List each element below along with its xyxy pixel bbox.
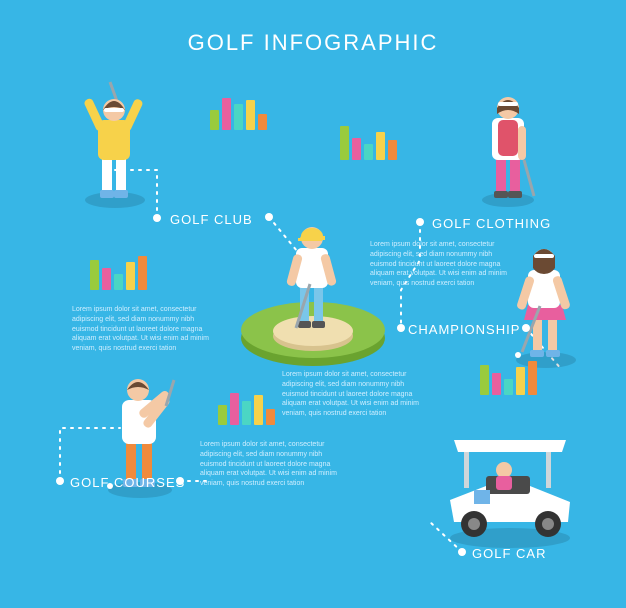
label-championship: CHAMPIONSHIP	[408, 322, 520, 337]
golfer-golf-club	[70, 70, 160, 210]
lorem-text: Lorem ipsum dolor sit amet, consectetur …	[72, 305, 222, 354]
label-golf-club: GOLF CLUB	[170, 212, 253, 227]
label-golf-courses: GOLF COURSES	[70, 475, 185, 490]
connector-node	[397, 324, 405, 332]
connector-node	[176, 477, 184, 485]
connector-node	[522, 324, 530, 332]
connector-node	[153, 214, 161, 222]
lorem-text: Lorem ipsum dolor sit amet, consectetur …	[200, 440, 350, 489]
golf-cart	[430, 430, 590, 550]
connector-node	[265, 213, 273, 221]
bar-chart	[210, 98, 267, 130]
connector-node	[56, 477, 64, 485]
connector-node	[416, 218, 424, 226]
label-golf-clothing: GOLF CLOTHING	[432, 216, 551, 231]
bar-chart	[340, 126, 397, 160]
infographic-canvas: GOLF INFOGRAPHIC	[0, 0, 626, 608]
lorem-text: Lorem ipsum dolor sit amet, consectetur …	[282, 370, 432, 419]
bar-chart	[480, 361, 537, 395]
page-title: GOLF INFOGRAPHIC	[188, 30, 439, 56]
bar-chart	[218, 393, 275, 425]
connector-node	[458, 548, 466, 556]
label-golf-car: GOLF CAR	[472, 546, 546, 561]
bar-chart	[90, 256, 147, 290]
golfer-center-green	[238, 200, 388, 370]
golfer-golf-clothing	[468, 70, 548, 210]
lorem-text: Lorem ipsum dolor sit amet, consectetur …	[370, 240, 520, 289]
